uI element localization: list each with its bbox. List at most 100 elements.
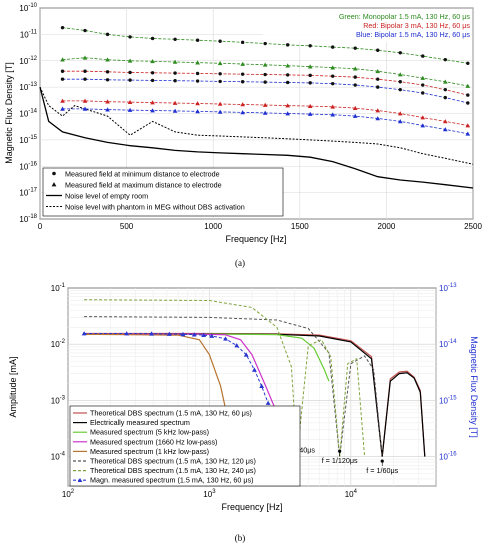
data-point-triangle — [465, 131, 471, 136]
data-point-triangle — [150, 59, 155, 64]
data-point-dot — [376, 48, 380, 52]
data-point-triangle — [149, 331, 154, 336]
x-tick-label: 2000 — [378, 222, 396, 231]
data-point-triangle — [465, 123, 471, 128]
data-point-dot — [150, 78, 155, 83]
data-point-dot — [398, 51, 402, 55]
y-tick-label: 10-11 — [20, 29, 38, 39]
data-point-dot — [218, 39, 222, 43]
data-point-triangle — [217, 109, 223, 114]
y2-tick-label: 10-13 — [439, 283, 457, 293]
y-tick-label: 10-17 — [19, 188, 37, 198]
data-point-triangle — [81, 331, 87, 336]
data-point-triangle — [127, 58, 133, 63]
data-point-dot — [285, 73, 290, 77]
x-tick-label: 2500 — [464, 222, 482, 231]
legend-entry: Noise level of empty room — [65, 192, 148, 201]
data-point-dot — [376, 85, 380, 89]
legend-box — [42, 167, 284, 217]
data-point-dot — [443, 57, 447, 62]
y-tick-label: 10-1 — [51, 283, 66, 293]
data-point-dot — [466, 93, 470, 97]
y2-tick-label: 10-16 — [439, 452, 457, 462]
y-tick-label: 10-2 — [51, 339, 66, 349]
y-tick-label: 10-3 — [51, 395, 66, 405]
data-point-triangle — [124, 331, 130, 336]
data-point-triangle — [60, 98, 65, 103]
data-point-triangle — [285, 63, 290, 68]
data-point-dot — [466, 101, 470, 105]
legend-marker-triangle — [77, 477, 83, 483]
legend-marker-dot — [52, 171, 56, 176]
data-point-dot — [128, 35, 132, 39]
x-tick-label: 102 — [62, 489, 75, 499]
panel-a-xlabel: Frequency [Hz] — [225, 234, 286, 244]
data-point-triangle — [105, 99, 110, 104]
data-point-triangle — [307, 64, 313, 69]
data-point-triangle — [442, 119, 448, 124]
data-point-triangle — [265, 400, 271, 405]
data-point-triangle — [209, 333, 215, 338]
data-point-triangle — [330, 104, 336, 109]
data-point-dot — [195, 38, 200, 42]
data-point-dot — [263, 72, 267, 77]
data-point-dot — [240, 80, 245, 84]
panel-b-ylabel: Amplitude [mA] — [8, 356, 18, 417]
data-point-triangle — [195, 101, 200, 106]
data-point-triangle — [420, 75, 426, 80]
data-point-dot — [173, 79, 177, 83]
data-point-dot — [60, 77, 65, 81]
data-point-dot — [105, 70, 110, 74]
y2-tick-label: 10-14 — [439, 339, 457, 349]
data-point-triangle — [105, 107, 110, 112]
data-point-triangle — [375, 116, 381, 121]
panel-b-legend: Theoretical DBS spectrum (1.5 mA, 130 Hz… — [69, 405, 301, 487]
data-point-dot — [128, 78, 132, 82]
data-point-dot — [285, 80, 290, 85]
panel-b-ticks: 102 103 104 10-4 10-3 10-2 10-1 10-16 10-15 10-14… — [51, 283, 457, 499]
data-point-triangle — [442, 79, 448, 84]
data-point-dot — [105, 32, 110, 37]
data-point-triangle — [172, 108, 178, 113]
data-point-triangle — [240, 110, 245, 115]
data-point-triangle — [172, 100, 178, 105]
data-point-triangle — [307, 111, 313, 116]
legend-entry: Magn. measured spectrum (1.5 mA, 130 Hz,… — [90, 476, 254, 485]
panel-a-top-legend: Green: Monopolar 1.5 mA, 130 Hz, 60 μsRe… — [263, 10, 471, 42]
top-legend-box — [263, 10, 471, 42]
data-point-dot — [421, 54, 425, 58]
x-tick-label: 0 — [38, 222, 43, 231]
y-tick-label: 10-12 — [19, 56, 37, 66]
series-line — [84, 333, 278, 414]
data-point-dot — [83, 28, 87, 33]
legend-entry: Noise level with phantom in MEG without … — [65, 203, 245, 212]
data-point-triangle — [397, 72, 403, 77]
data-point-triangle — [105, 57, 110, 62]
x-tick-label: 103 — [203, 489, 216, 499]
legend-entry: Measured spectrum (5 kHz low-pass) — [90, 428, 209, 437]
data-point-triangle — [259, 383, 265, 388]
panel-a-legend: Measured field at minimum distance to el… — [42, 167, 284, 217]
data-point-triangle — [240, 61, 245, 66]
data-point-triangle — [217, 101, 223, 106]
panel-b-ylabel-right: Magnetic Flux Density [T] — [469, 336, 479, 438]
data-point-triangle — [60, 57, 65, 62]
legend-entry: Theoretical DBS spectrum (1.5 mA, 130 Hz… — [90, 457, 256, 466]
data-point-dot — [195, 79, 200, 83]
panel-b-chart: 102 103 104 10-4 10-3 10-2 10-1 10-16 10-15 10-14… — [8, 283, 479, 543]
data-point-triangle — [375, 68, 381, 74]
data-point-dot — [173, 37, 177, 42]
legend-entry: Measured field at minimum distance to el… — [65, 170, 220, 179]
top-legend-entry: Blue: Bipolar 1.5 mA, 130 Hz, 60 μs — [356, 30, 470, 39]
noise-phantom-line — [39, 86, 474, 165]
data-point-dot — [443, 95, 447, 100]
panel-a-series — [39, 25, 474, 189]
data-point-dot — [218, 72, 222, 76]
data-point-dot — [421, 83, 425, 87]
data-point-dot — [83, 77, 87, 81]
annotation-label: f = 1/120μs — [322, 456, 358, 465]
data-point-dot — [105, 78, 110, 82]
data-point-triangle — [397, 111, 403, 116]
data-point-dot — [240, 72, 245, 76]
legend-marker-triangle — [51, 182, 57, 187]
